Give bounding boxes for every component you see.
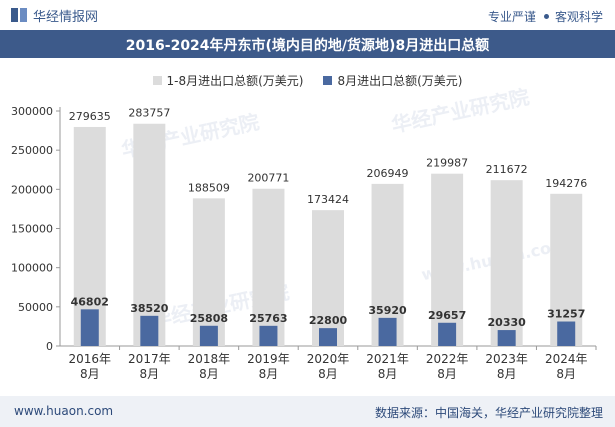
top-bar: 华经情报网 专业严谨 客观科学	[0, 0, 615, 30]
data-label-august: 31257	[547, 308, 585, 321]
y-tick-label: 100000	[11, 262, 53, 275]
y-tick-label: 0	[46, 340, 53, 353]
y-tick-label: 50000	[18, 301, 53, 314]
data-label-cumulative: 188509	[188, 181, 230, 194]
x-tick-label: 2019年	[247, 352, 290, 366]
y-tick-label: 250000	[11, 144, 53, 157]
bar-august	[557, 321, 576, 346]
x-tick-label: 2023年	[485, 352, 528, 366]
data-label-cumulative: 206949	[367, 167, 409, 180]
bar-august	[140, 315, 159, 346]
legend-swatch-august	[323, 76, 333, 85]
x-tick-label: 8月	[556, 367, 576, 381]
x-tick-label: 2022年	[426, 352, 469, 366]
data-label-august: 22800	[309, 314, 348, 327]
bar-cumulative	[431, 173, 464, 346]
data-label-august: 46802	[71, 295, 109, 308]
bar-august	[199, 325, 218, 346]
x-tick-label: 8月	[199, 367, 219, 381]
title-bar: 2016-2024年丹东市(境内目的地/货源地)8月进出口总额	[0, 30, 615, 58]
x-tick-label: 2024年	[545, 352, 588, 366]
slogan: 专业严谨 客观科学	[488, 8, 603, 25]
legend-label-cumulative: 1-8月进出口总额(万美元)	[166, 74, 304, 88]
data-label-august: 20330	[488, 316, 527, 329]
y-tick-label: 300000	[11, 105, 53, 118]
brand-name: 华经情报网	[33, 9, 99, 25]
x-tick-label: 8月	[378, 367, 398, 381]
x-tick-label: 2021年	[366, 352, 409, 366]
x-tick-label: 2017年	[128, 352, 171, 366]
data-label-cumulative: 211672	[486, 163, 528, 176]
bar-august	[259, 325, 278, 346]
bar-cumulative	[252, 188, 285, 346]
chart-legend: 1-8月进出口总额(万美元) 8月进出口总额(万美元)	[0, 72, 615, 89]
slogan-right: 客观科学	[554, 10, 603, 24]
y-tick-label: 200000	[11, 183, 53, 196]
bar-cumulative	[550, 193, 583, 346]
bar-august	[438, 322, 457, 346]
data-label-cumulative: 194276	[545, 177, 587, 190]
footer: www.huaon.com 数据来源：中国海关，华经产业研究院整理	[0, 396, 615, 427]
x-tick-label: 8月	[318, 367, 338, 381]
bar-august	[80, 309, 99, 346]
data-label-august: 29657	[428, 309, 466, 322]
footer-url[interactable]: www.huaon.com	[14, 404, 114, 418]
data-label-august: 25763	[249, 312, 287, 325]
x-tick-label: 8月	[140, 367, 160, 381]
bar-cumulative	[490, 180, 523, 346]
bar-cumulative	[192, 198, 225, 346]
slogan-dot	[543, 14, 549, 19]
data-label-august: 38520	[130, 302, 169, 315]
x-tick-label: 8月	[497, 367, 517, 381]
bar-cumulative	[312, 210, 344, 346]
x-tick-label: 8月	[259, 367, 279, 381]
y-tick-label: 150000	[11, 223, 53, 236]
bar-august	[378, 317, 397, 346]
x-tick-label: 2020年	[307, 352, 350, 366]
bar-chart: 0 50000 100000 150000 200000 250000 300000 2796…	[11, 105, 597, 381]
footer-source: 数据来源：中国海关，华经产业研究院整理	[374, 406, 603, 420]
bar-august	[497, 330, 516, 346]
huajing-logo-icon	[11, 8, 27, 22]
legend-swatch-cumulative	[152, 76, 162, 85]
data-label-august: 25808	[190, 312, 228, 325]
x-tick-label: 8月	[80, 367, 100, 381]
chart-title: 2016-2024年丹东市(境内目的地/货源地)8月进出口总额	[125, 38, 490, 54]
data-label-cumulative: 173424	[307, 193, 349, 206]
data-label-cumulative: 283757	[128, 107, 170, 120]
x-tick-label: 2018年	[188, 352, 231, 366]
legend-label-august: 8月进出口总额(万美元)	[337, 74, 463, 88]
x-tick-label: 2016年	[69, 352, 112, 366]
x-tick-label: 8月	[437, 367, 457, 381]
data-label-cumulative: 200771	[247, 172, 289, 185]
brand: 华经情报网	[10, 6, 99, 25]
bar-cumulative	[133, 123, 166, 346]
data-label-cumulative: 219987	[426, 157, 468, 170]
slogan-left: 专业严谨	[487, 10, 536, 24]
legend-item-august: 8月进出口总额(万美元)	[323, 72, 462, 89]
legend-item-cumulative: 1-8月进出口总额(万美元)	[152, 72, 304, 89]
bar-august	[319, 328, 337, 346]
data-label-august: 35920	[368, 304, 407, 317]
data-label-cumulative: 279635	[69, 110, 111, 123]
